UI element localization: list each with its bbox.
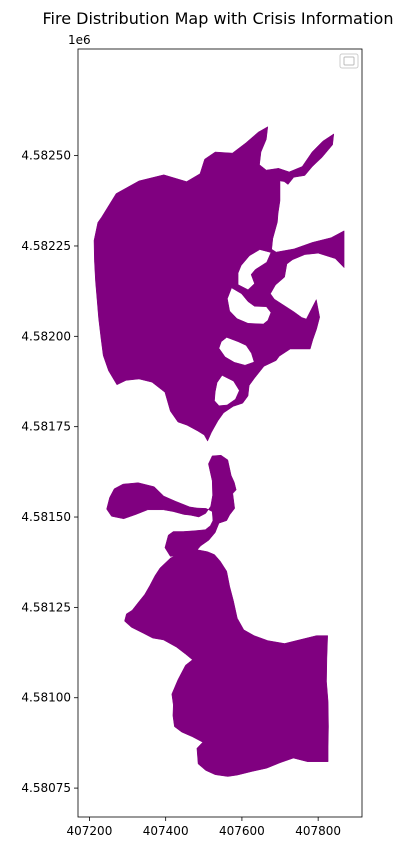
y-axis-offset-label: 1e6 — [68, 33, 91, 47]
legend — [339, 53, 359, 69]
fire-polygons — [93, 126, 345, 777]
x-tick-label: 407800 — [295, 824, 341, 838]
x-axis: 407200 407400 407600 407800 — [67, 817, 341, 838]
x-tick-label: 407400 — [143, 824, 189, 838]
south-fire-region — [124, 548, 329, 777]
y-tick-label: 4.58125 — [21, 600, 71, 614]
y-tick-label: 4.58100 — [21, 691, 71, 705]
y-tick-label: 4.58225 — [21, 239, 71, 253]
y-tick-label: 4.58150 — [21, 510, 71, 524]
y-tick-label: 4.58200 — [21, 329, 71, 343]
y-tick-label: 4.58250 — [21, 149, 71, 163]
legend-handle — [343, 56, 355, 66]
north-fire-region — [93, 126, 345, 442]
y-tick-label: 4.58175 — [21, 420, 71, 434]
central-fire-region — [106, 454, 237, 557]
plot-frame — [77, 48, 363, 818]
x-tick-label: 407600 — [219, 824, 265, 838]
y-axis: 4.58075 4.58100 4.58125 4.58150 4.58175 4.582… — [21, 149, 78, 795]
x-tick-label: 407200 — [67, 824, 113, 838]
y-tick-label: 4.58075 — [21, 781, 71, 795]
legend-box — [339, 53, 359, 69]
chart-title: Fire Distribution Map with Crisis Inform… — [43, 9, 394, 28]
